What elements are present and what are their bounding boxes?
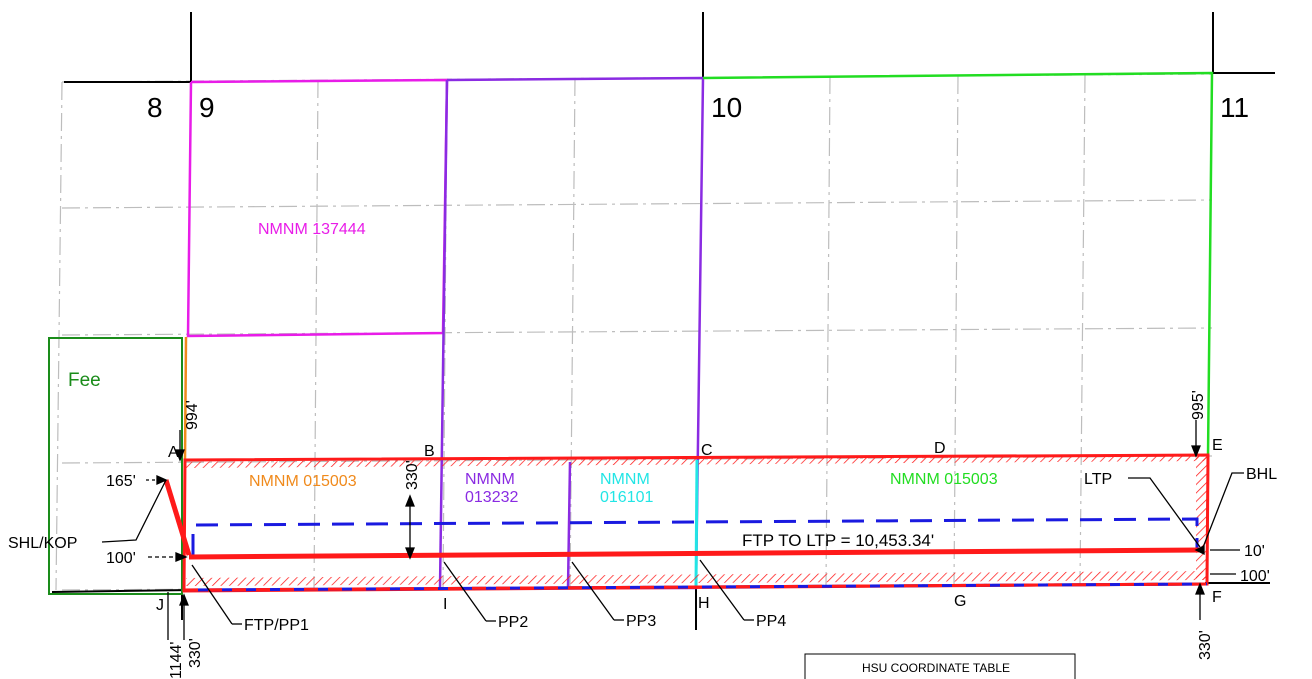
lease-line-cyan (694, 459, 699, 589)
callout-shl-kop: SHL/KOP (8, 535, 77, 552)
lease-label-nmnm137444: NMNM 137444 (258, 221, 366, 238)
lease-line-orange (183, 336, 188, 461)
callout-leaders (101, 472, 1244, 625)
dim-10: 10' (1244, 543, 1265, 560)
point-i-label: I (443, 596, 447, 613)
callout-pp3: PP3 (626, 613, 656, 630)
dim-995: 995' (1190, 390, 1207, 420)
setback-line-blue-dashed (191, 517, 1199, 556)
point-f-label: F (1212, 589, 1222, 606)
point-a-label: A (168, 444, 179, 461)
section-11-label: 11 (1220, 92, 1249, 123)
section-9-label: 9 (199, 92, 215, 123)
quarter-grid (55, 73, 1213, 591)
point-e-label: E (1212, 437, 1223, 454)
south-line-red-dash (183, 582, 1208, 592)
dim-100-right: 100' (1240, 568, 1270, 585)
dim-330-left: 330' (187, 638, 204, 668)
setback-hatch-south (186, 571, 1207, 586)
callout-bhl: BHL (1246, 466, 1277, 483)
wellbore-lateral (188, 547, 1203, 560)
callout-pp4: PP4 (756, 613, 786, 630)
callout-ltp: LTP (1084, 471, 1112, 488)
lateral-length-label: FTP TO LTP = 10,453.34' (742, 531, 934, 550)
coordinate-table-box (804, 653, 1076, 679)
point-j-label: J (156, 597, 164, 614)
callout-ftp-pp1: FTP/PP1 (244, 617, 309, 634)
lease-boundary-nmnm015003-east (702, 71, 1214, 458)
coordinate-table-title: HSU COORDINATE TABLE (862, 661, 1010, 675)
fee-label: Fee (68, 370, 101, 391)
dim-1144: 1144' (168, 642, 185, 679)
lease-line-purple-b (438, 79, 449, 589)
point-d-label: D (934, 440, 946, 457)
wellbore-build-section (163, 479, 192, 556)
lease-boundary-nmnm013232 (446, 76, 705, 590)
point-c-label: C (701, 442, 713, 459)
section-10-label: 10 (711, 92, 742, 123)
setback-hatch-north (186, 455, 1207, 468)
lease-label-nmnm013232-line2: 013232 (465, 489, 518, 506)
callout-pp2: PP2 (498, 614, 528, 631)
fee-boundary (48, 337, 183, 595)
lease-label-nmnm016101-line1: NMNM (600, 471, 650, 488)
dim-994: 994' (184, 400, 201, 430)
dim-330-mid: 330' (404, 460, 421, 490)
lease-label-nmnm015003-east: NMNM 015003 (890, 471, 998, 488)
lease-label-nmnm013232-line1: NMNM (465, 471, 515, 488)
dim-100-left: 100' (106, 550, 136, 567)
dimension-marks (146, 420, 1240, 640)
point-g-label: G (954, 593, 966, 610)
lease-label-nmnm016101-line2: 016101 (600, 489, 653, 506)
lease-label-nmnm015003-west: NMNM 015003 (249, 473, 357, 490)
section-8-label: 8 (147, 92, 163, 123)
dim-330-right: 330' (1197, 630, 1214, 660)
point-b-label: B (424, 443, 435, 460)
dim-165: 165' (106, 473, 136, 490)
point-h-label: H (698, 595, 710, 612)
lease-line-purple-pp3 (566, 461, 572, 589)
section-lines (51, 12, 1275, 630)
